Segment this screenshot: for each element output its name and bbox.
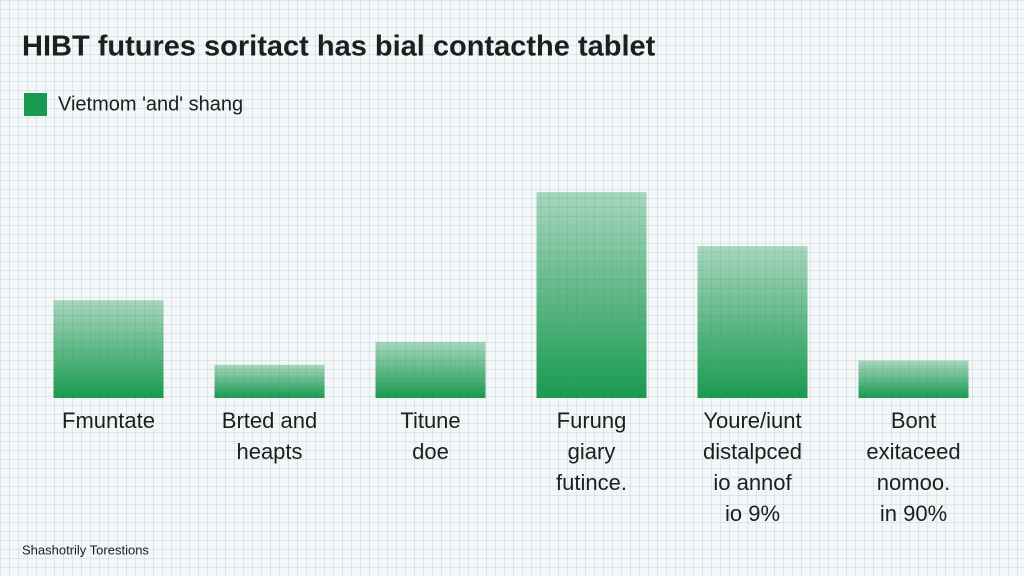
x-tick-label: Furung [557, 408, 627, 433]
x-tick-label: io annof [713, 470, 792, 495]
chart-title: HIBT futures soritact has bial contacthe… [22, 31, 656, 63]
x-tick-label: Brted and [222, 408, 317, 433]
x-tick-label: Bont [891, 408, 936, 433]
x-tick-label: futince. [556, 470, 627, 495]
bar [214, 364, 325, 398]
bar [858, 360, 969, 398]
x-tick-label: giary [568, 439, 616, 464]
legend-label: Vietmom 'and' shang [58, 93, 243, 115]
x-tick-label: Titune [400, 408, 460, 433]
bar [697, 246, 808, 398]
x-tick-label: Youre/iunt [703, 408, 801, 433]
x-tick-label: heapts [236, 439, 302, 464]
bar [375, 341, 486, 398]
footer-note: Shashotrily Torestions [22, 542, 149, 557]
x-tick-label: exitaceed [866, 439, 960, 464]
x-tick-label: io 9% [725, 501, 780, 526]
x-tick-label: doe [412, 439, 449, 464]
x-tick-label: in 90% [880, 501, 947, 526]
x-tick-label: distalpced [703, 439, 802, 464]
x-tick-label: Fmuntate [62, 408, 155, 433]
bar [536, 192, 647, 398]
x-tick-label: nomoo. [877, 470, 950, 495]
bar [53, 300, 164, 398]
legend-swatch [24, 93, 47, 116]
